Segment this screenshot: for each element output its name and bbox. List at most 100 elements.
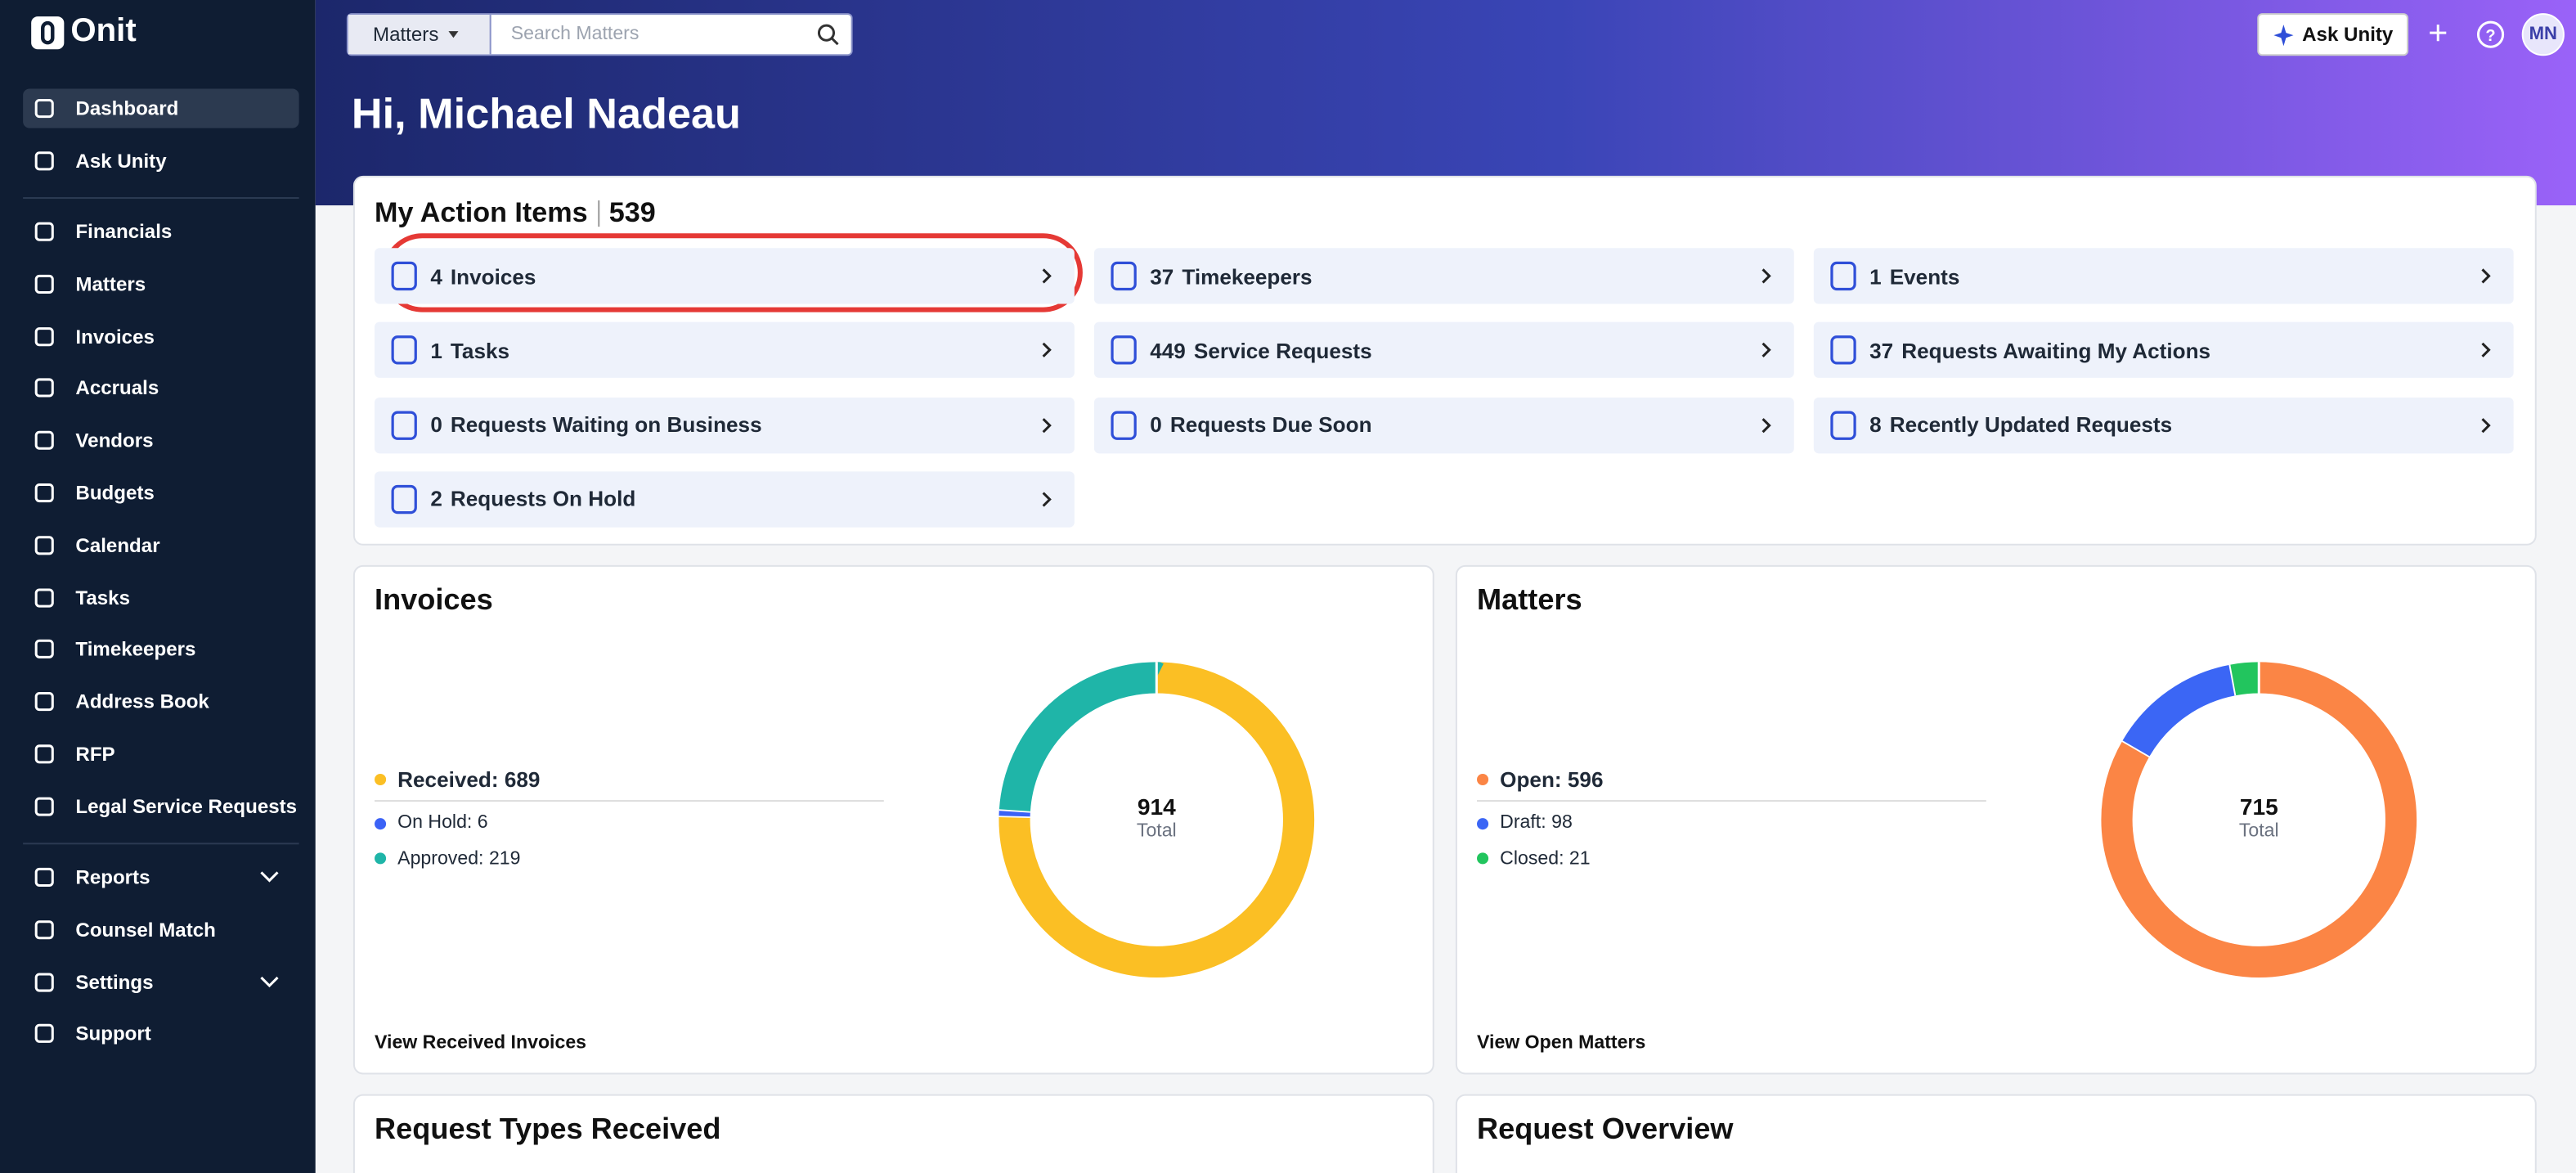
nav-item[interactable]: Ask Unity [23,141,299,180]
nav-item[interactable]: Invoices [23,317,299,356]
nav-label: Matters [75,272,146,296]
item-icon [391,261,417,291]
view-link[interactable]: View Received Invoices [375,1033,587,1054]
action-item[interactable]: 37 Timekeepers [1093,248,1794,304]
icon [34,797,54,816]
icon [34,99,54,119]
action-item[interactable]: 1 Events [1813,248,2514,304]
nav-item[interactable]: Address Book [23,682,299,721]
nav-item[interactable]: Accruals [23,369,299,408]
nav-item[interactable]: Dashboard [23,88,299,128]
expand-chevron [260,976,279,987]
donut-center-text: 914 [1138,794,1176,820]
item-count: 0 [1150,412,1162,438]
ask-unity-button[interactable]: Ask Unity [2257,13,2409,56]
legend-item: Approved: 219 [375,848,520,868]
item-icon [1111,335,1137,366]
legend-value: 98 [1551,813,1573,834]
item-icon [1111,261,1137,291]
logo[interactable]: Onit [29,13,137,51]
chevron [1042,343,1052,358]
nav-item[interactable]: Financials [23,212,299,251]
nav-label: Calendar [75,533,160,557]
separator [597,200,599,227]
add-button[interactable] [2425,20,2451,46]
nav-item[interactable]: Counsel Match [23,910,299,949]
item-label: Timekeepers [1182,263,1313,289]
nav-item[interactable]: Budgets [23,473,299,512]
donut-center-text: Total [1137,819,1177,840]
nav-item[interactable]: Timekeepers [23,630,299,669]
chevron [1042,417,1052,433]
nav-label: Vendors [75,429,154,452]
card-title: Request Types Received [375,1112,721,1145]
action-item[interactable]: 2 Requests On Hold [375,471,1075,528]
legend-dot [1477,852,1489,865]
search-placeholder: Search Matters [510,25,640,45]
view-link[interactable]: View Open Matters [1477,1033,1646,1054]
legend-label: Received: [397,766,499,793]
nav-item[interactable]: Support [23,1014,299,1054]
greeting: Hi, Michael Nadeau [351,88,741,138]
avatar[interactable]: MN [2521,13,2565,56]
item-icon [1830,410,1856,440]
action-item[interactable]: 37 Requests Awaiting My Actions [1813,322,2514,379]
legend-divider [375,800,884,802]
help-button[interactable]: ? [2475,20,2505,49]
header: Matters Search Matters Ask Unity ? MN Hi… [315,0,2576,206]
nav-item[interactable]: RFP [23,735,299,774]
icon [34,1024,54,1044]
item-count: 37 [1869,338,1894,363]
logo-icon [31,16,65,49]
action-item[interactable]: 8 Recently Updated Requests [1813,397,2514,453]
nav-label: Financials [75,220,173,244]
nav-label: Timekeepers [75,638,196,662]
legend-value: 6 [477,813,488,834]
action-item[interactable]: 4 Invoices [375,248,1075,304]
item-icon [391,410,417,440]
item-count: 4 [430,263,442,289]
item-label: Service Requests [1193,338,1372,363]
nav-item[interactable]: Calendar [23,525,299,564]
item-icon [1111,410,1137,440]
search-icon[interactable] [808,15,850,54]
nav-item[interactable]: Tasks [23,578,299,617]
chevron [1042,492,1052,507]
icon [34,431,54,451]
action-items-total: 539 [608,197,656,229]
item-count: 449 [1150,338,1186,363]
nav-item[interactable]: Vendors [23,421,299,461]
legend-divider [1477,800,1986,802]
nav-item[interactable]: Legal Service Requests [23,787,299,826]
nav-item[interactable]: Matters [23,264,299,303]
item-count: 1 [1869,263,1882,289]
icon [34,867,54,888]
divider [23,843,299,845]
donut-center-text: Total [2239,819,2279,840]
icon [34,326,54,346]
card-title: Request Overview [1477,1112,1734,1145]
nav-label: Accruals [75,376,159,400]
svg-text:?: ? [2485,27,2495,45]
icon [34,379,54,398]
action-item[interactable]: 0 Requests Due Soon [1093,397,1794,453]
legend-value: 689 [504,766,541,793]
nav-item[interactable]: Reports [23,857,299,897]
scope-dropdown[interactable]: Matters [348,15,491,55]
divider [23,197,299,200]
nav-item[interactable]: Settings [23,962,299,1001]
item-icon [1830,261,1856,291]
legend-item: Open: 596 [1477,767,1603,792]
item-count: 1 [430,338,442,363]
search-input[interactable]: Search Matters [491,15,809,54]
chevron [2481,268,2491,284]
action-item[interactable]: 449 Service Requests [1093,322,1794,379]
item-label: Requests Due Soon [1169,412,1372,438]
action-item[interactable]: 0 Requests Waiting on Business [375,397,1075,453]
chevron [1761,343,1771,358]
item-label: Requests On Hold [450,487,636,512]
legend-label: Draft: [1500,813,1546,834]
action-item[interactable]: 1 Tasks [375,322,1075,379]
